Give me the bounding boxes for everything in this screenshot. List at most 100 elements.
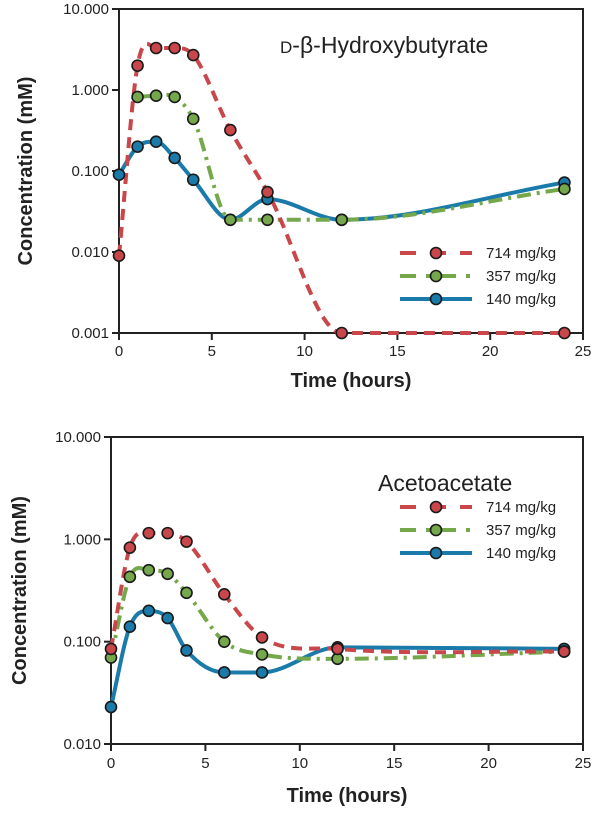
y-tick-label: 10.000 xyxy=(63,1,109,18)
data-point xyxy=(186,48,200,62)
data-point xyxy=(142,604,156,618)
data-point xyxy=(255,631,269,644)
data-point xyxy=(168,41,181,55)
series-line-140-mg-kg xyxy=(117,139,565,222)
y-tick-label: 0.010 xyxy=(63,736,101,753)
legend-label: 140 mg/kg xyxy=(486,291,556,308)
data-point xyxy=(112,168,126,182)
data-point xyxy=(217,666,231,679)
legend-item: 714 mg/kg xyxy=(400,499,556,516)
data-point xyxy=(261,185,274,199)
plot-frame xyxy=(110,436,584,745)
data-point xyxy=(123,620,137,634)
x-tick-label: 25 xyxy=(575,343,592,360)
y-tick-label: 1.000 xyxy=(63,531,101,548)
legend-marker xyxy=(429,546,443,560)
data-point xyxy=(123,541,137,554)
title-prefix: D xyxy=(280,38,292,57)
legend-label: 714 mg/kg xyxy=(486,499,556,516)
y-tick-label: 0.001 xyxy=(71,325,109,342)
data-point xyxy=(331,642,344,656)
y-tick-label: 0.010 xyxy=(71,244,109,261)
data-point xyxy=(104,642,118,656)
chart-title: Acetoacetate xyxy=(378,470,512,496)
data-point xyxy=(112,249,126,263)
legend-marker xyxy=(429,523,443,537)
legend-marker xyxy=(429,246,443,260)
legend-marker xyxy=(429,292,443,306)
data-point xyxy=(168,151,181,165)
data-point xyxy=(142,563,156,577)
y-axis-title: Concentration (mM) xyxy=(9,496,31,685)
data-point xyxy=(558,182,571,196)
data-point xyxy=(142,526,156,540)
legend-marker xyxy=(429,269,443,283)
series-markers xyxy=(112,41,571,340)
data-point xyxy=(217,588,231,601)
data-point xyxy=(161,611,174,625)
data-point xyxy=(131,90,144,104)
x-tick-label: 5 xyxy=(201,755,209,772)
legend-item: 357 mg/kg xyxy=(400,522,556,539)
y-axis-title: Concentration (mM) xyxy=(15,77,37,266)
data-point xyxy=(104,700,118,714)
series-line-357-mg-kg xyxy=(109,566,565,661)
chart-hydroxybutyrate: 0.001 0.010 0.100 1.000 10.000 0 5 10 15 20 25 Time… xyxy=(15,1,591,392)
data-point xyxy=(335,213,349,227)
data-point xyxy=(149,135,163,149)
data-point xyxy=(186,112,200,126)
legend-marker xyxy=(429,500,443,514)
data-point xyxy=(255,648,269,661)
x-tick-label: 0 xyxy=(107,755,115,772)
data-point xyxy=(180,586,193,600)
y-tick-label: 0.100 xyxy=(63,634,101,651)
legend-item: 140 mg/kg xyxy=(400,291,556,308)
data-point xyxy=(186,173,200,187)
y-tick-label: 10.000 xyxy=(55,429,101,446)
chart-acetoacetate: 0.010 0.100 1.000 10.000 0 5 10 15 20 25 Time (hou… xyxy=(9,429,591,807)
data-point xyxy=(335,326,349,340)
data-point xyxy=(261,213,274,227)
legend: 714 mg/kg 357 mg/kg 140 mg/kg xyxy=(400,245,556,308)
data-point xyxy=(255,666,269,679)
legend-item: 140 mg/kg xyxy=(400,545,556,562)
data-point xyxy=(180,535,193,548)
legend: 714 mg/kg 357 mg/kg 140 mg/kg xyxy=(400,499,556,562)
data-point xyxy=(149,41,163,55)
data-point xyxy=(131,59,144,72)
x-tick-label: 20 xyxy=(482,343,499,360)
data-point xyxy=(131,140,144,153)
data-point xyxy=(161,567,174,581)
legend-label: 357 mg/kg xyxy=(486,522,556,539)
legend-label: 140 mg/kg xyxy=(486,545,556,562)
x-tick-label: 15 xyxy=(389,343,406,360)
data-point xyxy=(180,644,193,657)
series-line-714-mg-kg xyxy=(109,530,565,655)
title-rest: -β-Hydroxybutyrate xyxy=(292,32,488,58)
legend-item: 357 mg/kg xyxy=(400,268,556,285)
series-line-714-mg-kg xyxy=(117,41,565,336)
data-point xyxy=(224,213,237,227)
x-tick-label: 5 xyxy=(208,343,216,360)
y-tick-label: 0.100 xyxy=(71,163,109,180)
x-tick-label: 20 xyxy=(480,755,497,772)
legend-label: 357 mg/kg xyxy=(486,268,556,285)
data-point xyxy=(558,326,571,340)
x-tick-label: 25 xyxy=(575,755,592,772)
data-point xyxy=(161,526,174,540)
y-tick-label: 1.000 xyxy=(71,82,109,99)
series-markers xyxy=(104,526,571,714)
x-axis-title: Time (hours) xyxy=(287,785,408,807)
data-point xyxy=(168,90,181,104)
legend-item: 714 mg/kg xyxy=(400,245,556,262)
x-tick-label: 15 xyxy=(386,755,403,772)
series-line-140-mg-kg xyxy=(109,608,565,708)
x-axis-title: Time (hours) xyxy=(291,370,412,392)
x-tick-label: 10 xyxy=(296,343,313,360)
legend-label: 714 mg/kg xyxy=(486,245,556,262)
data-point xyxy=(224,123,237,137)
data-point xyxy=(149,89,163,103)
series-lines xyxy=(109,530,565,708)
series-line-357-mg-kg xyxy=(137,92,565,222)
